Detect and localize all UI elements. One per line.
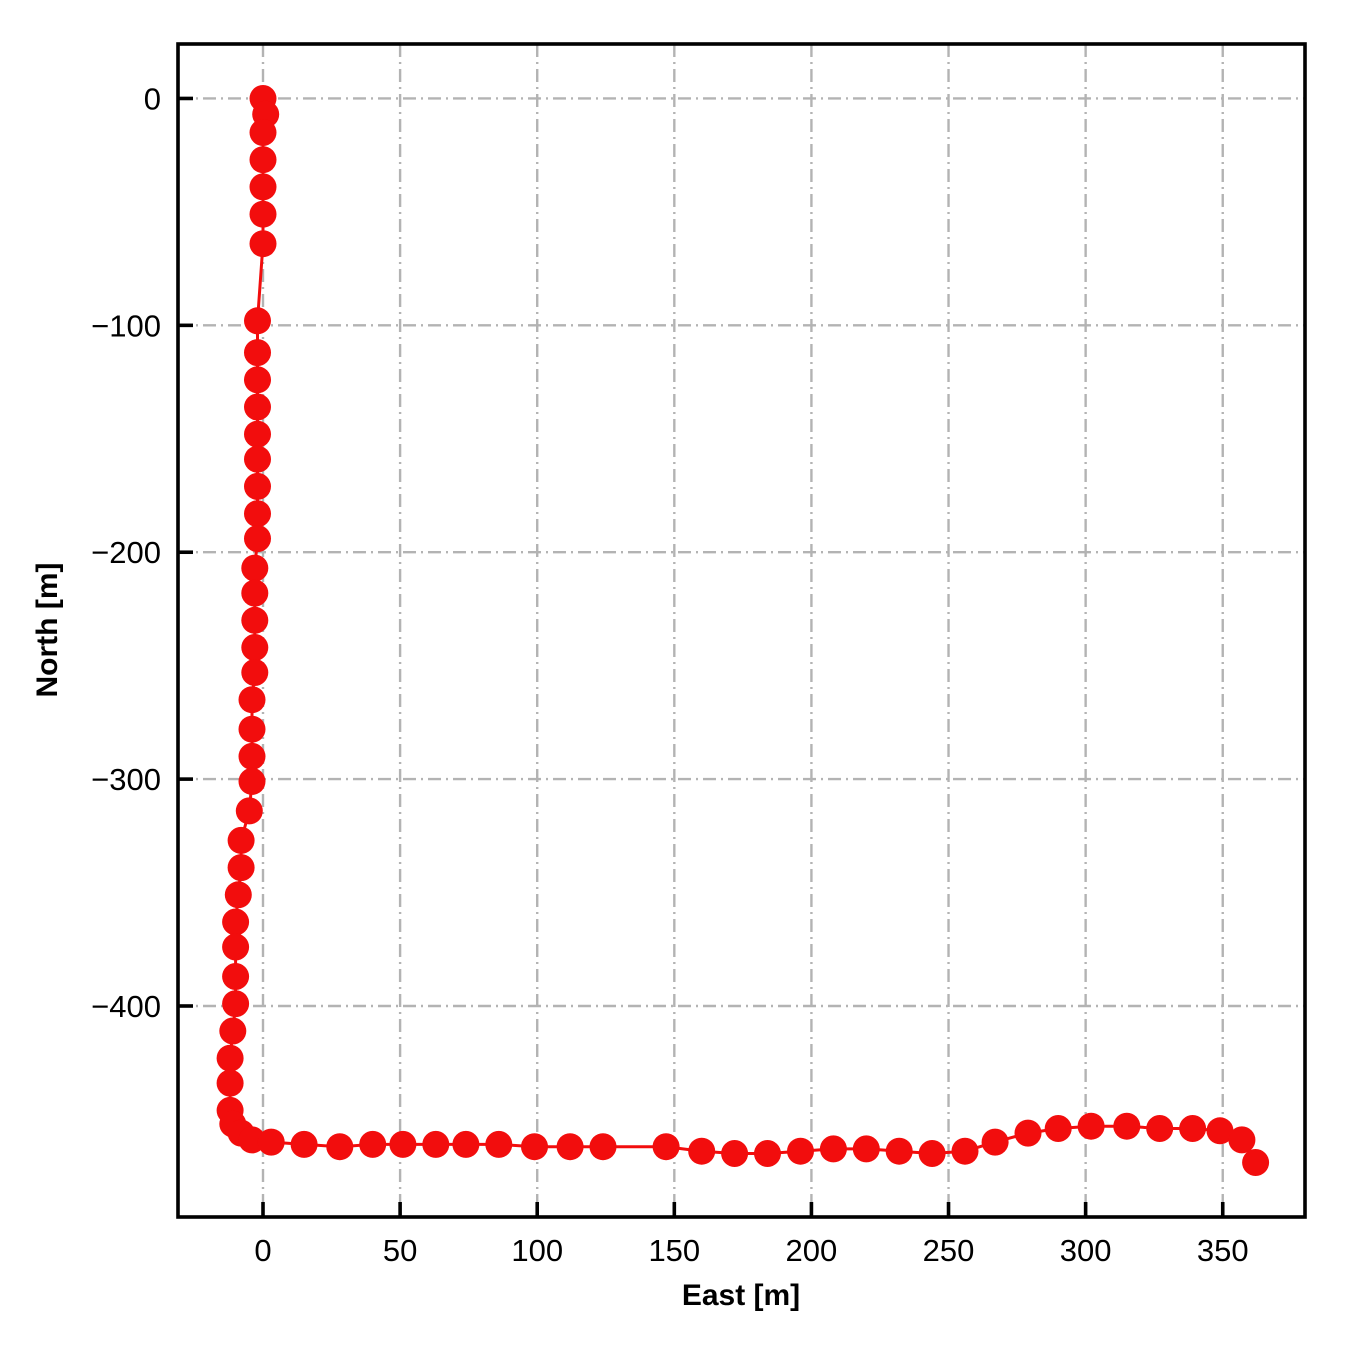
- x-axis-label: East [m]: [682, 1279, 800, 1312]
- data-point: [249, 200, 277, 228]
- data-point: [885, 1137, 913, 1165]
- data-point: [241, 554, 269, 582]
- data-point: [521, 1133, 548, 1161]
- data-point: [589, 1133, 617, 1161]
- data-point: [389, 1130, 417, 1158]
- x-tick-label: 150: [648, 1233, 700, 1268]
- data-point: [244, 366, 271, 394]
- data-point: [222, 990, 250, 1018]
- data-point: [326, 1133, 354, 1161]
- plot-frame: [176, 42, 1307, 1219]
- data-point: [787, 1137, 814, 1165]
- axes-spines: [176, 42, 1307, 1219]
- data-point: [216, 1069, 244, 1097]
- data-point: [257, 1128, 285, 1156]
- data-point: [981, 1128, 1009, 1156]
- trajectory-series: [216, 85, 1270, 1176]
- data-point: [244, 500, 271, 528]
- data-point: [241, 579, 269, 607]
- tick-labels: 0 50 100 150 200 250 300 350 0 −100 −200 −300 −400: [91, 81, 1248, 1268]
- data-point: [241, 659, 269, 686]
- data-point: [556, 1133, 584, 1161]
- x-tick-label: 350: [1197, 1233, 1249, 1268]
- data-point: [219, 1017, 247, 1045]
- x-tick-label: 0: [254, 1233, 271, 1268]
- trajectory-line: [228, 98, 1257, 1164]
- data-point: [222, 908, 250, 936]
- data-point: [721, 1140, 749, 1167]
- data-point: [918, 1140, 946, 1167]
- data-point: [249, 119, 277, 146]
- data-point: [485, 1130, 513, 1158]
- data-point: [1146, 1115, 1174, 1142]
- data-point: [244, 525, 271, 553]
- y-tick-label: 0: [144, 81, 161, 116]
- x-tick-label: 100: [511, 1233, 563, 1268]
- data-point: [235, 797, 263, 825]
- data-point: [227, 854, 255, 882]
- data-point: [1242, 1149, 1270, 1176]
- data-point: [241, 634, 269, 661]
- data-point: [227, 826, 255, 854]
- data-point: [951, 1137, 979, 1165]
- data-point: [222, 963, 250, 990]
- x-tick-label: 200: [786, 1233, 838, 1268]
- data-point: [1077, 1112, 1105, 1140]
- data-point: [422, 1130, 450, 1158]
- x-tick-label: 250: [923, 1233, 975, 1268]
- data-point: [249, 230, 277, 258]
- x-tick-label: 50: [383, 1233, 417, 1268]
- y-axis-label: North [m]: [31, 563, 64, 698]
- y-tick-label: −300: [91, 762, 161, 797]
- data-point: [238, 742, 266, 770]
- grid-lines: [178, 44, 1305, 1217]
- data-point: [754, 1140, 781, 1167]
- data-point: [359, 1130, 387, 1158]
- data-point: [1228, 1126, 1256, 1154]
- y-tick-label: −100: [91, 308, 161, 343]
- y-tick-label: −200: [91, 535, 161, 570]
- data-point: [238, 686, 266, 714]
- data-point: [249, 146, 277, 174]
- data-point: [244, 445, 271, 473]
- data-point: [244, 339, 271, 367]
- data-point: [249, 173, 277, 201]
- axis-ticks: [178, 96, 1225, 1217]
- data-point: [238, 715, 266, 743]
- data-point: [1014, 1119, 1042, 1147]
- data-point: [452, 1130, 480, 1158]
- data-point: [852, 1135, 880, 1163]
- x-tick-label: 300: [1060, 1233, 1112, 1268]
- data-point: [238, 767, 266, 795]
- data-point: [1179, 1115, 1207, 1142]
- data-point: [241, 606, 269, 634]
- data-point: [244, 393, 271, 421]
- y-tick-label: −400: [91, 989, 161, 1024]
- data-point: [216, 1044, 244, 1072]
- data-point: [222, 933, 250, 961]
- data-point: [652, 1133, 680, 1161]
- data-point: [1044, 1115, 1072, 1142]
- data-point: [688, 1137, 716, 1165]
- data-point: [244, 472, 271, 500]
- data-point: [1206, 1117, 1234, 1145]
- data-point: [1113, 1112, 1141, 1140]
- data-point: [244, 307, 271, 335]
- data-point: [290, 1130, 318, 1158]
- data-point: [819, 1135, 847, 1163]
- data-point: [244, 420, 271, 448]
- data-point: [224, 881, 252, 909]
